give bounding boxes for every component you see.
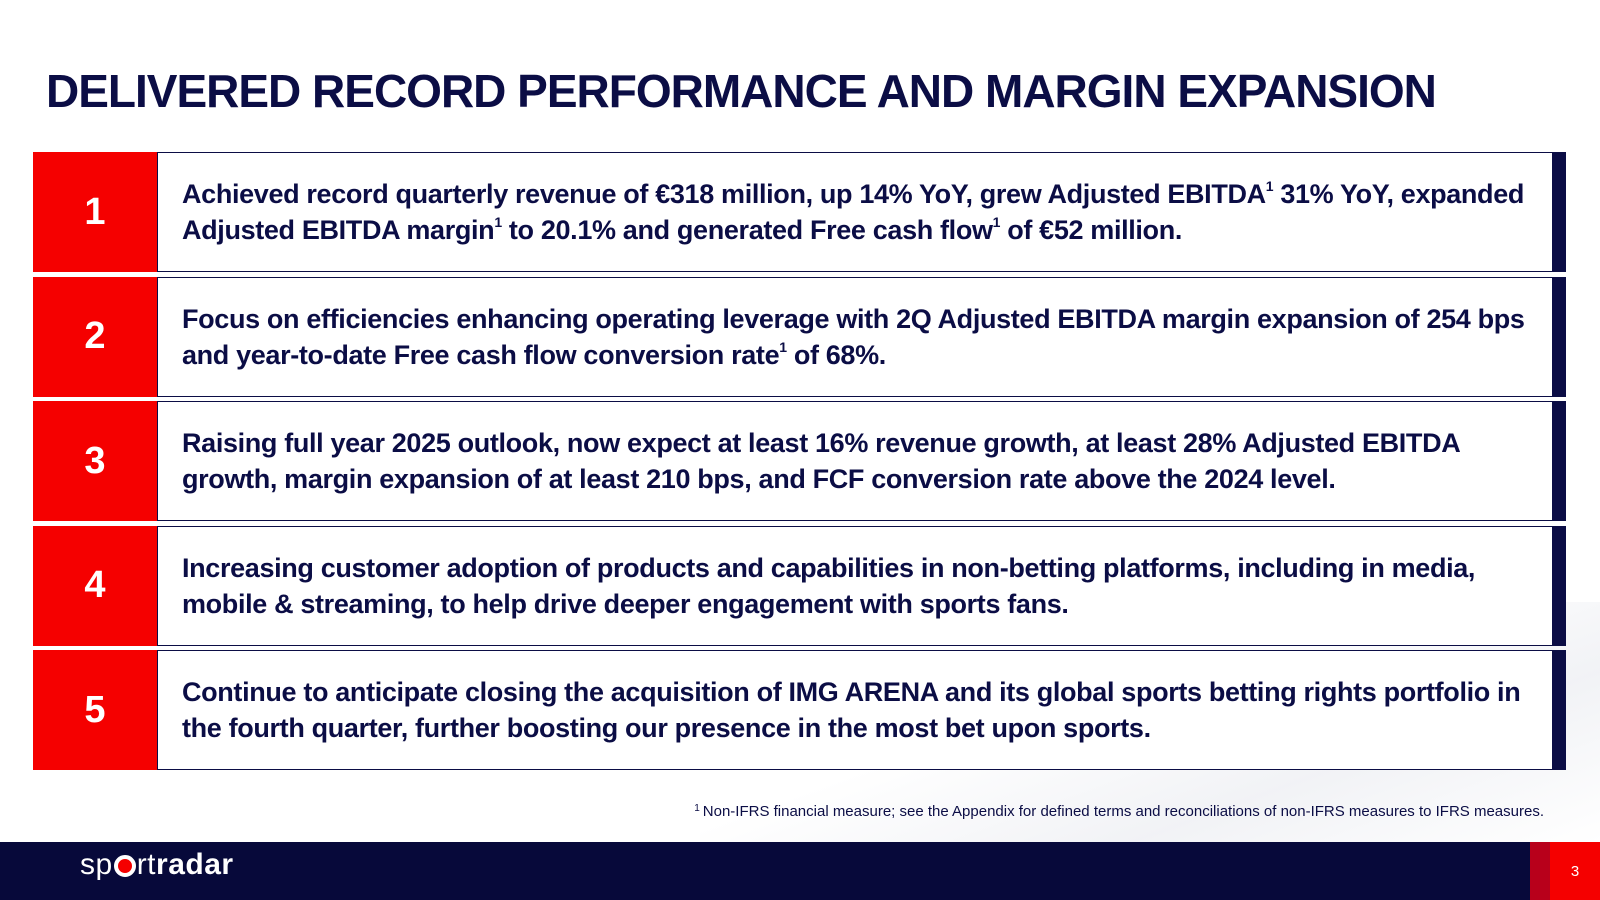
logo-text-part: sp bbox=[80, 848, 113, 881]
highlight-text-segment: Achieved record quarterly revenue of €31… bbox=[182, 179, 1266, 209]
logo-dot-icon bbox=[113, 855, 136, 877]
highlight-box: Continue to anticipate closing the acqui… bbox=[157, 650, 1553, 770]
page-accent-dark bbox=[1530, 842, 1550, 900]
logo-text-part: rt bbox=[136, 848, 157, 881]
footer-bar: sp rtradar 3 bbox=[0, 842, 1600, 900]
highlight-text-segment: of €52 million. bbox=[1000, 215, 1182, 245]
highlight-text: Increasing customer adoption of products… bbox=[182, 550, 1528, 622]
highlight-number: 2 bbox=[33, 276, 157, 397]
highlight-text-segment: Raising full year 2025 outlook, now expe… bbox=[182, 428, 1460, 494]
highlight-box: Increasing customer adoption of products… bbox=[157, 525, 1553, 646]
footnote-text: Non-IFRS financial measure; see the Appe… bbox=[702, 803, 1544, 820]
highlight-row: 5 Continue to anticipate closing the acq… bbox=[33, 650, 1566, 770]
footnote-reference: 1 bbox=[779, 338, 787, 355]
highlight-text: Raising full year 2025 outlook, now expe… bbox=[182, 425, 1528, 497]
highlight-number: 5 bbox=[33, 650, 157, 770]
highlight-row: 4 Increasing customer adoption of produc… bbox=[33, 525, 1566, 646]
logo-text-part: radar bbox=[156, 848, 234, 881]
highlights-list: 1 Achieved record quarterly revenue of €… bbox=[33, 152, 1566, 775]
footnote-reference: 1 bbox=[494, 214, 502, 230]
highlight-row: 2 Focus on efficiencies enhancing operat… bbox=[33, 276, 1566, 397]
page-number-box bbox=[1550, 842, 1600, 900]
highlight-number: 1 bbox=[33, 152, 157, 272]
highlight-accent-stripe bbox=[1553, 401, 1566, 521]
highlight-text-segment: 31% YoY, expanded Adjusted EBITDA margin bbox=[182, 179, 1525, 245]
highlight-text-segment: of 68%. bbox=[786, 339, 886, 370]
highlight-text-segment: to 20.1% and generated Free cash flow bbox=[501, 215, 993, 245]
highlight-text-segment: Continue to anticipate closing the acqui… bbox=[182, 677, 1521, 743]
highlight-box: Achieved record quarterly revenue of €31… bbox=[157, 152, 1553, 272]
highlight-accent-stripe bbox=[1553, 152, 1566, 272]
page-number: 3 bbox=[1570, 862, 1580, 880]
footnote: 1 Non-IFRS financial measure; see the App… bbox=[694, 803, 1544, 820]
sportradar-logo: sp rtradar bbox=[80, 848, 234, 882]
highlight-text-segment: Increasing customer adoption of products… bbox=[182, 552, 1476, 619]
highlight-accent-stripe bbox=[1553, 650, 1566, 770]
highlight-accent-stripe bbox=[1553, 276, 1566, 397]
highlight-number: 4 bbox=[33, 525, 157, 646]
highlight-row: 1 Achieved record quarterly revenue of €… bbox=[33, 152, 1566, 272]
highlight-text: Continue to anticipate closing the acqui… bbox=[182, 674, 1528, 746]
highlight-text-segment: Focus on efficiencies enhancing operatin… bbox=[182, 303, 1525, 370]
highlight-box: Raising full year 2025 outlook, now expe… bbox=[157, 401, 1553, 521]
footnote-reference: 1 bbox=[992, 214, 1001, 230]
highlight-accent-stripe bbox=[1553, 525, 1566, 646]
footnote-reference: 1 bbox=[1265, 178, 1274, 194]
highlight-number: 3 bbox=[33, 401, 157, 521]
slide-title: DELIVERED RECORD PERFORMANCE AND MARGIN … bbox=[46, 65, 1437, 117]
highlight-text: Focus on efficiencies enhancing operatin… bbox=[182, 301, 1528, 373]
footnote-marker: 1 bbox=[694, 803, 700, 814]
highlight-box: Focus on efficiencies enhancing operatin… bbox=[157, 276, 1553, 397]
highlight-text: Achieved record quarterly revenue of €31… bbox=[182, 176, 1528, 248]
highlight-row: 3 Raising full year 2025 outlook, now ex… bbox=[33, 401, 1566, 521]
